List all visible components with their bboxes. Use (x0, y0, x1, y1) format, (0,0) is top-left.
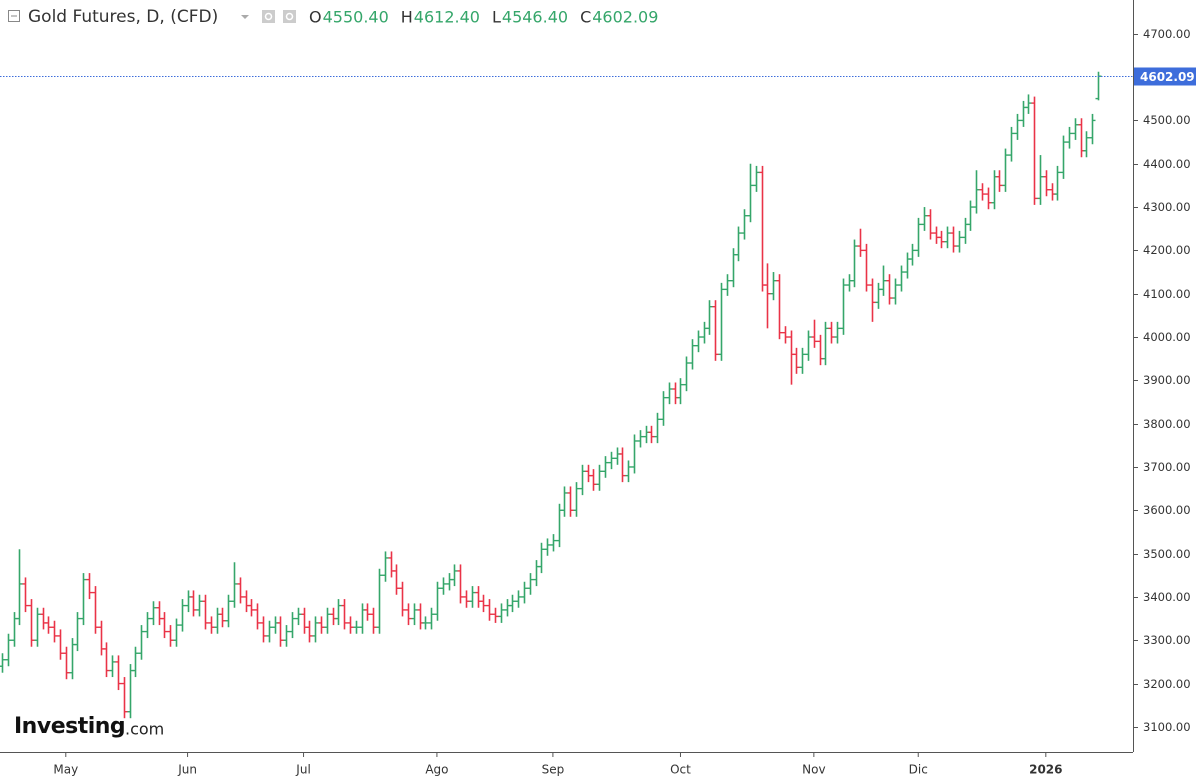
brand-suffix: .com (125, 720, 164, 739)
x-tick-label: Jun (177, 763, 197, 777)
y-tick-label: 4400.00 (1143, 157, 1191, 171)
y-tick-label: 4200.00 (1143, 243, 1191, 257)
y-tick-label: 3100.00 (1143, 720, 1191, 734)
settings-icon-glyph (264, 12, 273, 21)
y-tick-label: 3900.00 (1143, 373, 1191, 387)
brand: Investing (14, 714, 125, 739)
x-tick-label: May (53, 763, 78, 777)
y-tick-label: 4300.00 (1143, 200, 1191, 214)
settings-icon-glyph (285, 12, 294, 21)
ohlc-key: H (401, 8, 413, 27)
ohlc-value: 4612.40 (414, 8, 480, 27)
y-tick-label: 4500.00 (1143, 113, 1191, 127)
settings-icon[interactable] (262, 10, 275, 23)
ohlc-key: L (492, 8, 501, 27)
ohlc-value: 4546.40 (502, 8, 568, 27)
x-tick-label: Sep (542, 763, 565, 777)
last-price-label: 4602.09 (1140, 70, 1195, 84)
x-tick-label: Jul (295, 763, 310, 777)
y-tick-label: 3800.00 (1143, 417, 1191, 431)
bars (0, 71, 1133, 719)
collapse-icon[interactable] (8, 10, 20, 22)
y-tick-label: 3300.00 (1143, 633, 1191, 647)
y-tick-label: 4000.00 (1143, 330, 1191, 344)
y-tick-label: 3600.00 (1143, 503, 1191, 517)
y-tick-label: 3200.00 (1143, 677, 1191, 691)
ohlc-readout: O 4550.40 H 4612.40 L 4546.40 C 4602.09 (309, 8, 658, 27)
y-tick-label: 3700.00 (1143, 460, 1191, 474)
ohlc-key: O (309, 8, 322, 27)
x-tick-label: 2026 (1029, 763, 1062, 777)
y-tick-label: 4100.00 (1143, 287, 1191, 301)
ohlc-value: 4602.09 (592, 8, 658, 27)
y-tick-label: 3400.00 (1143, 590, 1191, 604)
watermark: Investing .com (14, 714, 164, 739)
x-tick-label: Nov (802, 763, 825, 777)
y-tick-label: 3500.00 (1143, 547, 1191, 561)
x-tick-label: Ago (425, 763, 448, 777)
dropdown-icon[interactable] (241, 15, 249, 19)
settings-icon[interactable] (283, 10, 296, 23)
ohlc-key: C (580, 8, 591, 27)
chart-title: Gold Futures, D, (CFD) (28, 7, 218, 27)
last-price-box (1134, 67, 1196, 86)
x-tick-label: Dic (909, 763, 928, 777)
y-tick-label: 4700.00 (1143, 27, 1191, 41)
x-tick-label: Oct (670, 763, 691, 777)
header: Gold Futures, D, (CFD) O 4550.40 H 4612.40 L… (8, 7, 658, 27)
ohlc-value: 4550.40 (323, 8, 389, 27)
